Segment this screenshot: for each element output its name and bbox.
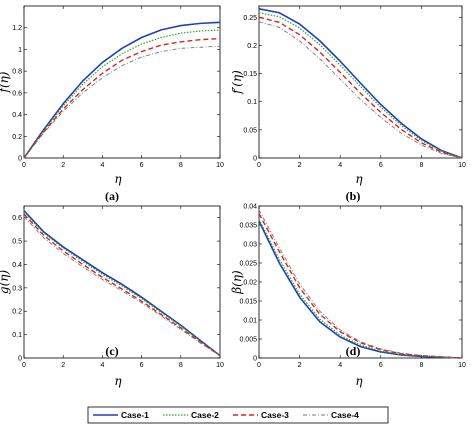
y-tick-label: 0.005 (239, 337, 257, 344)
x-tick-label: 0 (22, 162, 26, 169)
x-tick-label: 8 (179, 362, 183, 369)
y-axis-label: f(η) (0, 71, 11, 93)
plot-area-g-eta (23, 205, 221, 359)
y-tick-label: 0.04 (243, 204, 257, 211)
x-tick-label: 0 (22, 362, 26, 369)
x-tick-label: 6 (140, 362, 144, 369)
x-axis-label: η (114, 172, 122, 186)
y-tick-label: 0.25 (243, 15, 257, 22)
y-axis-label: g(η) (0, 270, 11, 295)
panel-label: (c) (105, 344, 118, 358)
y-tick-label: 1.2 (12, 25, 22, 32)
panel-fprime-eta: 0 2 4 6 8 10 0 0.05 0.1 0.15 0.2 0.25 η f′(η) (b) (230, 5, 466, 203)
x-tick-label: 4 (338, 362, 342, 369)
series-line-case-3 (23, 213, 221, 357)
x-tick-label: 2 (61, 362, 65, 369)
x-tick-label: 10 (458, 362, 466, 369)
series-line-case-1 (23, 21, 221, 159)
y-axis-label: f′(η) (230, 70, 244, 95)
series-line-case-2 (23, 29, 221, 159)
legend-label-case-1: Case-1 (121, 410, 149, 420)
series-line-case-2 (23, 211, 221, 357)
panel-beta-eta: 0 2 4 6 8 10 0 0.005 0.01 0.015 0.02 0.025 0.03 0.035… (230, 204, 466, 389)
x-tick-label: 2 (298, 162, 302, 169)
series-line-case-2 (258, 12, 463, 159)
panel-g-eta: 0 2 4 6 8 10 0 0.1 0.2 0.3 0.4 0.5 0.6 η g(η) (c) (0, 205, 224, 388)
series-line-case-4 (23, 45, 221, 159)
y-tick-label: 0.5 (12, 239, 22, 246)
y-tick-label: 0.025 (239, 261, 257, 268)
y-tick-label: 0.4 (12, 112, 22, 119)
y-tick-label: 0.1 (12, 332, 22, 339)
y-tick-label: 0.015 (239, 299, 257, 306)
y-axis-label: β(η) (230, 270, 244, 295)
x-tick-label: 10 (216, 362, 224, 369)
legend-label-case-4: Case-4 (331, 410, 359, 420)
y-tick-label: 0.6 (12, 215, 22, 222)
legend-label-case-3: Case-3 (261, 410, 289, 420)
y-tick-label: 1 (18, 47, 22, 54)
plot-area-f-eta (23, 5, 221, 159)
series-line-case-3 (23, 37, 221, 159)
y-tick-label: 0 (253, 356, 257, 363)
y-tick-label: 0.2 (247, 43, 257, 50)
y-tick-label: 0 (18, 156, 22, 163)
series-line-case-3 (258, 16, 463, 159)
y-tick-label: 0.15 (243, 71, 257, 78)
x-tick-label: 0 (257, 362, 261, 369)
x-tick-label: 6 (379, 362, 383, 369)
y-tick-label: 0.01 (243, 318, 257, 325)
plot-area-beta-eta (258, 205, 463, 359)
y-tick-label: 0.3 (12, 285, 22, 292)
x-axis-label: η (355, 172, 363, 186)
x-tick-label: 2 (298, 362, 302, 369)
x-tick-label: 2 (61, 162, 65, 169)
panel-label: (d) (346, 344, 361, 358)
series-line-case-2 (258, 219, 463, 359)
legend: Case-1 Case-2 Case-3 Case-4 (87, 406, 389, 424)
x-tick-label: 8 (419, 362, 423, 369)
x-tick-label: 10 (458, 162, 466, 169)
panel-label: (b) (346, 189, 361, 203)
y-tick-label: 0 (18, 356, 22, 363)
y-tick-label: 0.05 (243, 127, 257, 134)
x-tick-label: 8 (419, 162, 423, 169)
y-tick-label: 0.4 (12, 262, 22, 269)
x-axis-label: η (114, 374, 122, 388)
y-tick-label: 0.2 (12, 134, 22, 141)
series-line-case-4 (258, 21, 463, 159)
y-tick-label: 0.03 (243, 242, 257, 249)
legend-label-case-2: Case-2 (191, 410, 219, 420)
series-line-case-4 (23, 216, 221, 357)
y-tick-label: 0.035 (239, 223, 257, 230)
y-tick-label: 0.2 (12, 309, 22, 316)
series-line-case-1 (23, 210, 221, 357)
x-tick-label: 6 (140, 162, 144, 169)
x-tick-label: 8 (179, 162, 183, 169)
panel-label: (a) (105, 189, 119, 203)
series-line-case-1 (258, 8, 463, 159)
x-tick-label: 10 (216, 162, 224, 169)
x-tick-label: 0 (257, 162, 261, 169)
y-tick-label: 0.02 (243, 280, 257, 287)
y-tick-label: 0.8 (12, 69, 22, 76)
x-axis-label: η (355, 374, 363, 388)
y-tick-label: 0.1 (247, 99, 257, 106)
y-tick-label: 0.6 (12, 90, 22, 97)
y-tick-label: 0 (253, 156, 257, 163)
panel-f-eta: 0 2 4 6 8 10 0 0.2 0.4 0.6 0.8 1 1.2 η f(η) (a) (0, 5, 224, 203)
x-tick-label: 4 (100, 162, 104, 169)
x-tick-label: 4 (100, 362, 104, 369)
x-tick-label: 4 (338, 162, 342, 169)
x-tick-label: 6 (379, 162, 383, 169)
